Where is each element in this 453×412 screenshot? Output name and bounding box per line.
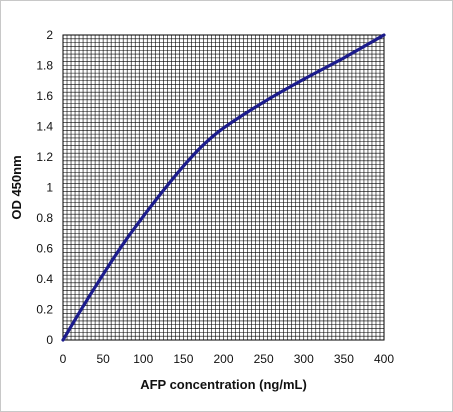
x-tick-labels: 0 50 100 150 200 250 300 350 400 bbox=[60, 352, 395, 366]
x-tick-label: 100 bbox=[133, 352, 153, 366]
y-tick-label: 1.2 bbox=[36, 150, 53, 164]
y-tick-label: 1.6 bbox=[36, 89, 53, 103]
y-tick-label: 0.8 bbox=[36, 211, 53, 225]
y-tick-label: 1.4 bbox=[36, 120, 53, 134]
y-axis-label: OD 450nm bbox=[9, 155, 24, 219]
x-tick-label: 400 bbox=[374, 352, 394, 366]
x-tick-label: 0 bbox=[60, 352, 67, 366]
plot-border bbox=[62, 34, 385, 341]
y-tick-label: 0 bbox=[46, 333, 53, 347]
y-tick-label: 1 bbox=[46, 181, 53, 195]
y-tick-label: 2 bbox=[46, 28, 53, 42]
x-tick-label: 350 bbox=[334, 352, 354, 366]
x-tick-label: 300 bbox=[294, 352, 314, 366]
y-tick-label: 1.8 bbox=[36, 59, 53, 73]
y-tick-labels: 0 0.2 0.4 0.6 0.8 1 1.2 1.4 1.6 1.8 2 bbox=[36, 28, 53, 347]
x-tick-label: 200 bbox=[213, 352, 233, 366]
series-line bbox=[61, 33, 386, 342]
series-group bbox=[61, 33, 386, 342]
y-tick-label: 0.4 bbox=[36, 272, 53, 286]
y-tick-label: 0.2 bbox=[36, 303, 53, 317]
x-axis-label: AFP concentration (ng/mL) bbox=[140, 377, 307, 392]
x-tick-label: 250 bbox=[254, 352, 274, 366]
x-tick-label: 50 bbox=[96, 352, 110, 366]
x-tick-label: 150 bbox=[173, 352, 193, 366]
y-tick-label: 0.6 bbox=[36, 242, 53, 256]
gridlines bbox=[63, 35, 384, 340]
